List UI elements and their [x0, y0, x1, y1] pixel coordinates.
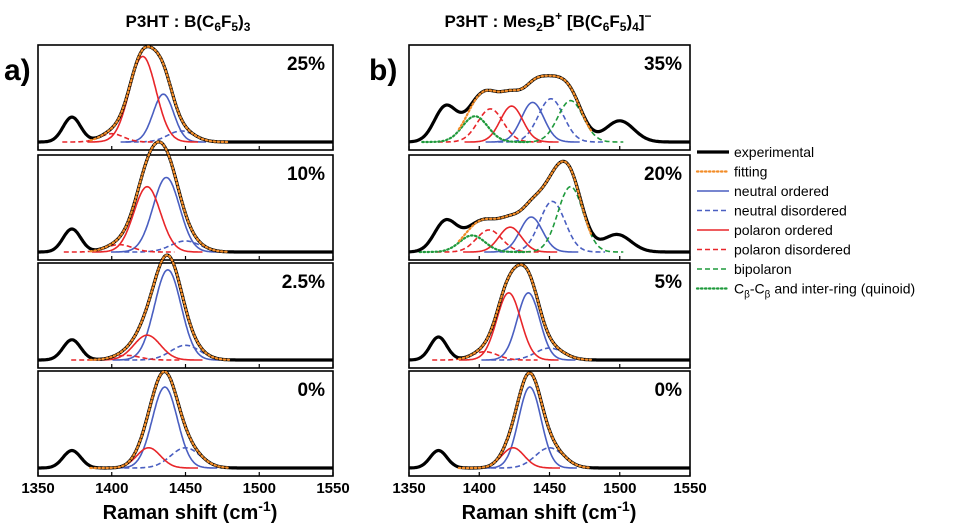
- legend-label: fitting: [734, 164, 767, 180]
- legend-label: neutral ordered: [734, 183, 829, 199]
- legend-item-neutral-ordered: neutral ordered: [697, 183, 829, 199]
- fitting-curve: [89, 140, 231, 253]
- x-tick-label: 1400: [463, 480, 496, 497]
- legend: experimental fitting neutral ordered neutra…: [695, 144, 915, 301]
- subplot-25pct: 25%: [37, 44, 334, 151]
- experimental-curve: [38, 140, 333, 254]
- component-quinoid: [421, 115, 529, 144]
- component-polaron-ordered: [458, 291, 559, 361]
- subplot-35pct: 35%: [408, 44, 691, 151]
- component-neutral-ordered: [112, 386, 218, 469]
- x-tick-label: 1450: [533, 480, 566, 497]
- fitting-curve: [457, 263, 592, 361]
- component-polaron-disordered: [63, 243, 175, 253]
- component-polaron-ordered: [87, 55, 198, 143]
- legend-label: bipolaron: [734, 261, 792, 277]
- legend-item-fitting: fitting: [695, 164, 767, 180]
- legend-item-experimental: experimental: [697, 144, 814, 160]
- subplot-label: 0%: [655, 380, 683, 401]
- component-polaron-disordered: [436, 229, 542, 253]
- legend-label: neutral disordered: [734, 203, 847, 219]
- component-polaron-ordered: [91, 334, 203, 361]
- subplot-10pct: 10%: [37, 140, 334, 261]
- panel-a-plots: 25% 10% 2.5% 0% 1350 1400 1450 1500 1550: [21, 44, 350, 497]
- component-polaron-ordered: [465, 447, 560, 469]
- legend-label: polaron disordered: [734, 242, 851, 258]
- component-neutral-ordered: [112, 268, 224, 361]
- x-tick-label: 1350: [21, 480, 54, 497]
- subplot-label: 2.5%: [282, 272, 325, 293]
- component-polaron-ordered: [99, 447, 198, 469]
- x-tick-label: 1500: [603, 480, 636, 497]
- legend-label: experimental: [734, 144, 814, 160]
- panel-b-title: P3HT : Mes2B+ [B(C6F5)4]−: [444, 9, 651, 34]
- legend-label: polaron ordered: [734, 222, 833, 238]
- x-tick-label: 1450: [169, 480, 202, 497]
- component-neutral-ordered: [481, 291, 576, 361]
- subplot-20pct: 20%: [408, 154, 691, 261]
- component-bipolaron: [517, 99, 624, 143]
- subplot-0pct: 0%: [37, 370, 334, 477]
- subplot-label: 25%: [287, 54, 325, 75]
- panel-a-xlabel: Raman shift (cm-1): [103, 498, 278, 524]
- fitting-curve: [457, 371, 592, 470]
- panel-b-plots: 35% 20% 5% 0% 1350 1400 1450 1500 1550: [392, 44, 707, 497]
- component-polaron-ordered: [463, 226, 558, 253]
- subplot-2_5pct: 2.5%: [37, 253, 334, 369]
- experimental-curve: [409, 262, 690, 362]
- component-polaron-disordered: [432, 350, 538, 361]
- fitting-curve: [89, 45, 231, 144]
- fitting-curve: [89, 253, 231, 361]
- panel-label-b: b): [369, 54, 397, 87]
- fitting-curve: [457, 160, 592, 243]
- component-bipolaron: [517, 185, 624, 253]
- legend-item-neutral-disordered: neutral disordered: [697, 203, 847, 219]
- legend-item-quinoid: Cβ-Cβ and inter-ring (quinoid): [695, 281, 915, 301]
- component-polaron-ordered: [464, 105, 559, 143]
- subplot-label: 5%: [655, 272, 683, 293]
- legend-item-polaron-ordered: polaron ordered: [697, 222, 833, 238]
- component-quinoid: [418, 234, 526, 254]
- subplot-label: 35%: [644, 54, 682, 75]
- component-neutral-ordered: [484, 216, 579, 253]
- component-polaron-disordered: [62, 132, 162, 143]
- legend-item-bipolaron: bipolaron: [697, 261, 792, 277]
- x-tick-label: 1400: [95, 480, 128, 497]
- experimental-curve: [408, 371, 690, 470]
- experimental-curve: [38, 370, 333, 470]
- component-neutral-ordered: [485, 101, 580, 143]
- subplot-label: 20%: [644, 164, 682, 185]
- panel-label-a: a): [4, 54, 31, 87]
- subplot-label: 0%: [298, 380, 326, 401]
- component-polaron-disordered: [437, 108, 544, 143]
- legend-label: Cβ-Cβ and inter-ring (quinoid): [734, 281, 915, 301]
- subplot-5pct: 5%: [408, 262, 691, 369]
- x-tick-label: 1550: [673, 480, 706, 497]
- subplot-0pct: 0%: [408, 370, 691, 477]
- fitting-curve: [89, 370, 231, 470]
- component-neutral-disordered: [499, 200, 605, 253]
- x-tick-label: 1500: [243, 480, 276, 497]
- component-neutral-ordered: [482, 386, 577, 469]
- fitting-curve: [457, 74, 592, 132]
- x-tick-label: 1350: [392, 480, 425, 497]
- subplot-label: 10%: [287, 164, 325, 185]
- panel-a-title: P3HT : B(C6F5)3: [126, 12, 251, 34]
- legend-item-polaron-disordered: polaron disordered: [697, 242, 851, 258]
- component-neutral-ordered: [111, 176, 222, 253]
- panel-b-xlabel: Raman shift (cm-1): [462, 498, 637, 524]
- component-polaron-ordered: [91, 185, 203, 253]
- x-tick-label: 1550: [316, 480, 349, 497]
